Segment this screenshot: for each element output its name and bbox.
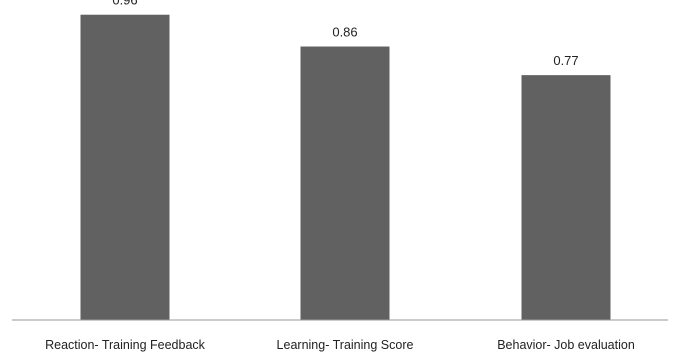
category-label: Reaction- Training Feedback — [45, 338, 206, 352]
category-label: Learning- Training Score — [277, 338, 414, 352]
bar — [522, 75, 611, 320]
bar — [301, 47, 390, 320]
bar-value-label: 0.86 — [332, 25, 357, 40]
bar-value-label: 0.96 — [112, 0, 137, 8]
category-label: Behavior- Job evaluation — [497, 338, 635, 352]
bar — [81, 15, 170, 320]
bar-value-label: 0.77 — [553, 53, 578, 68]
